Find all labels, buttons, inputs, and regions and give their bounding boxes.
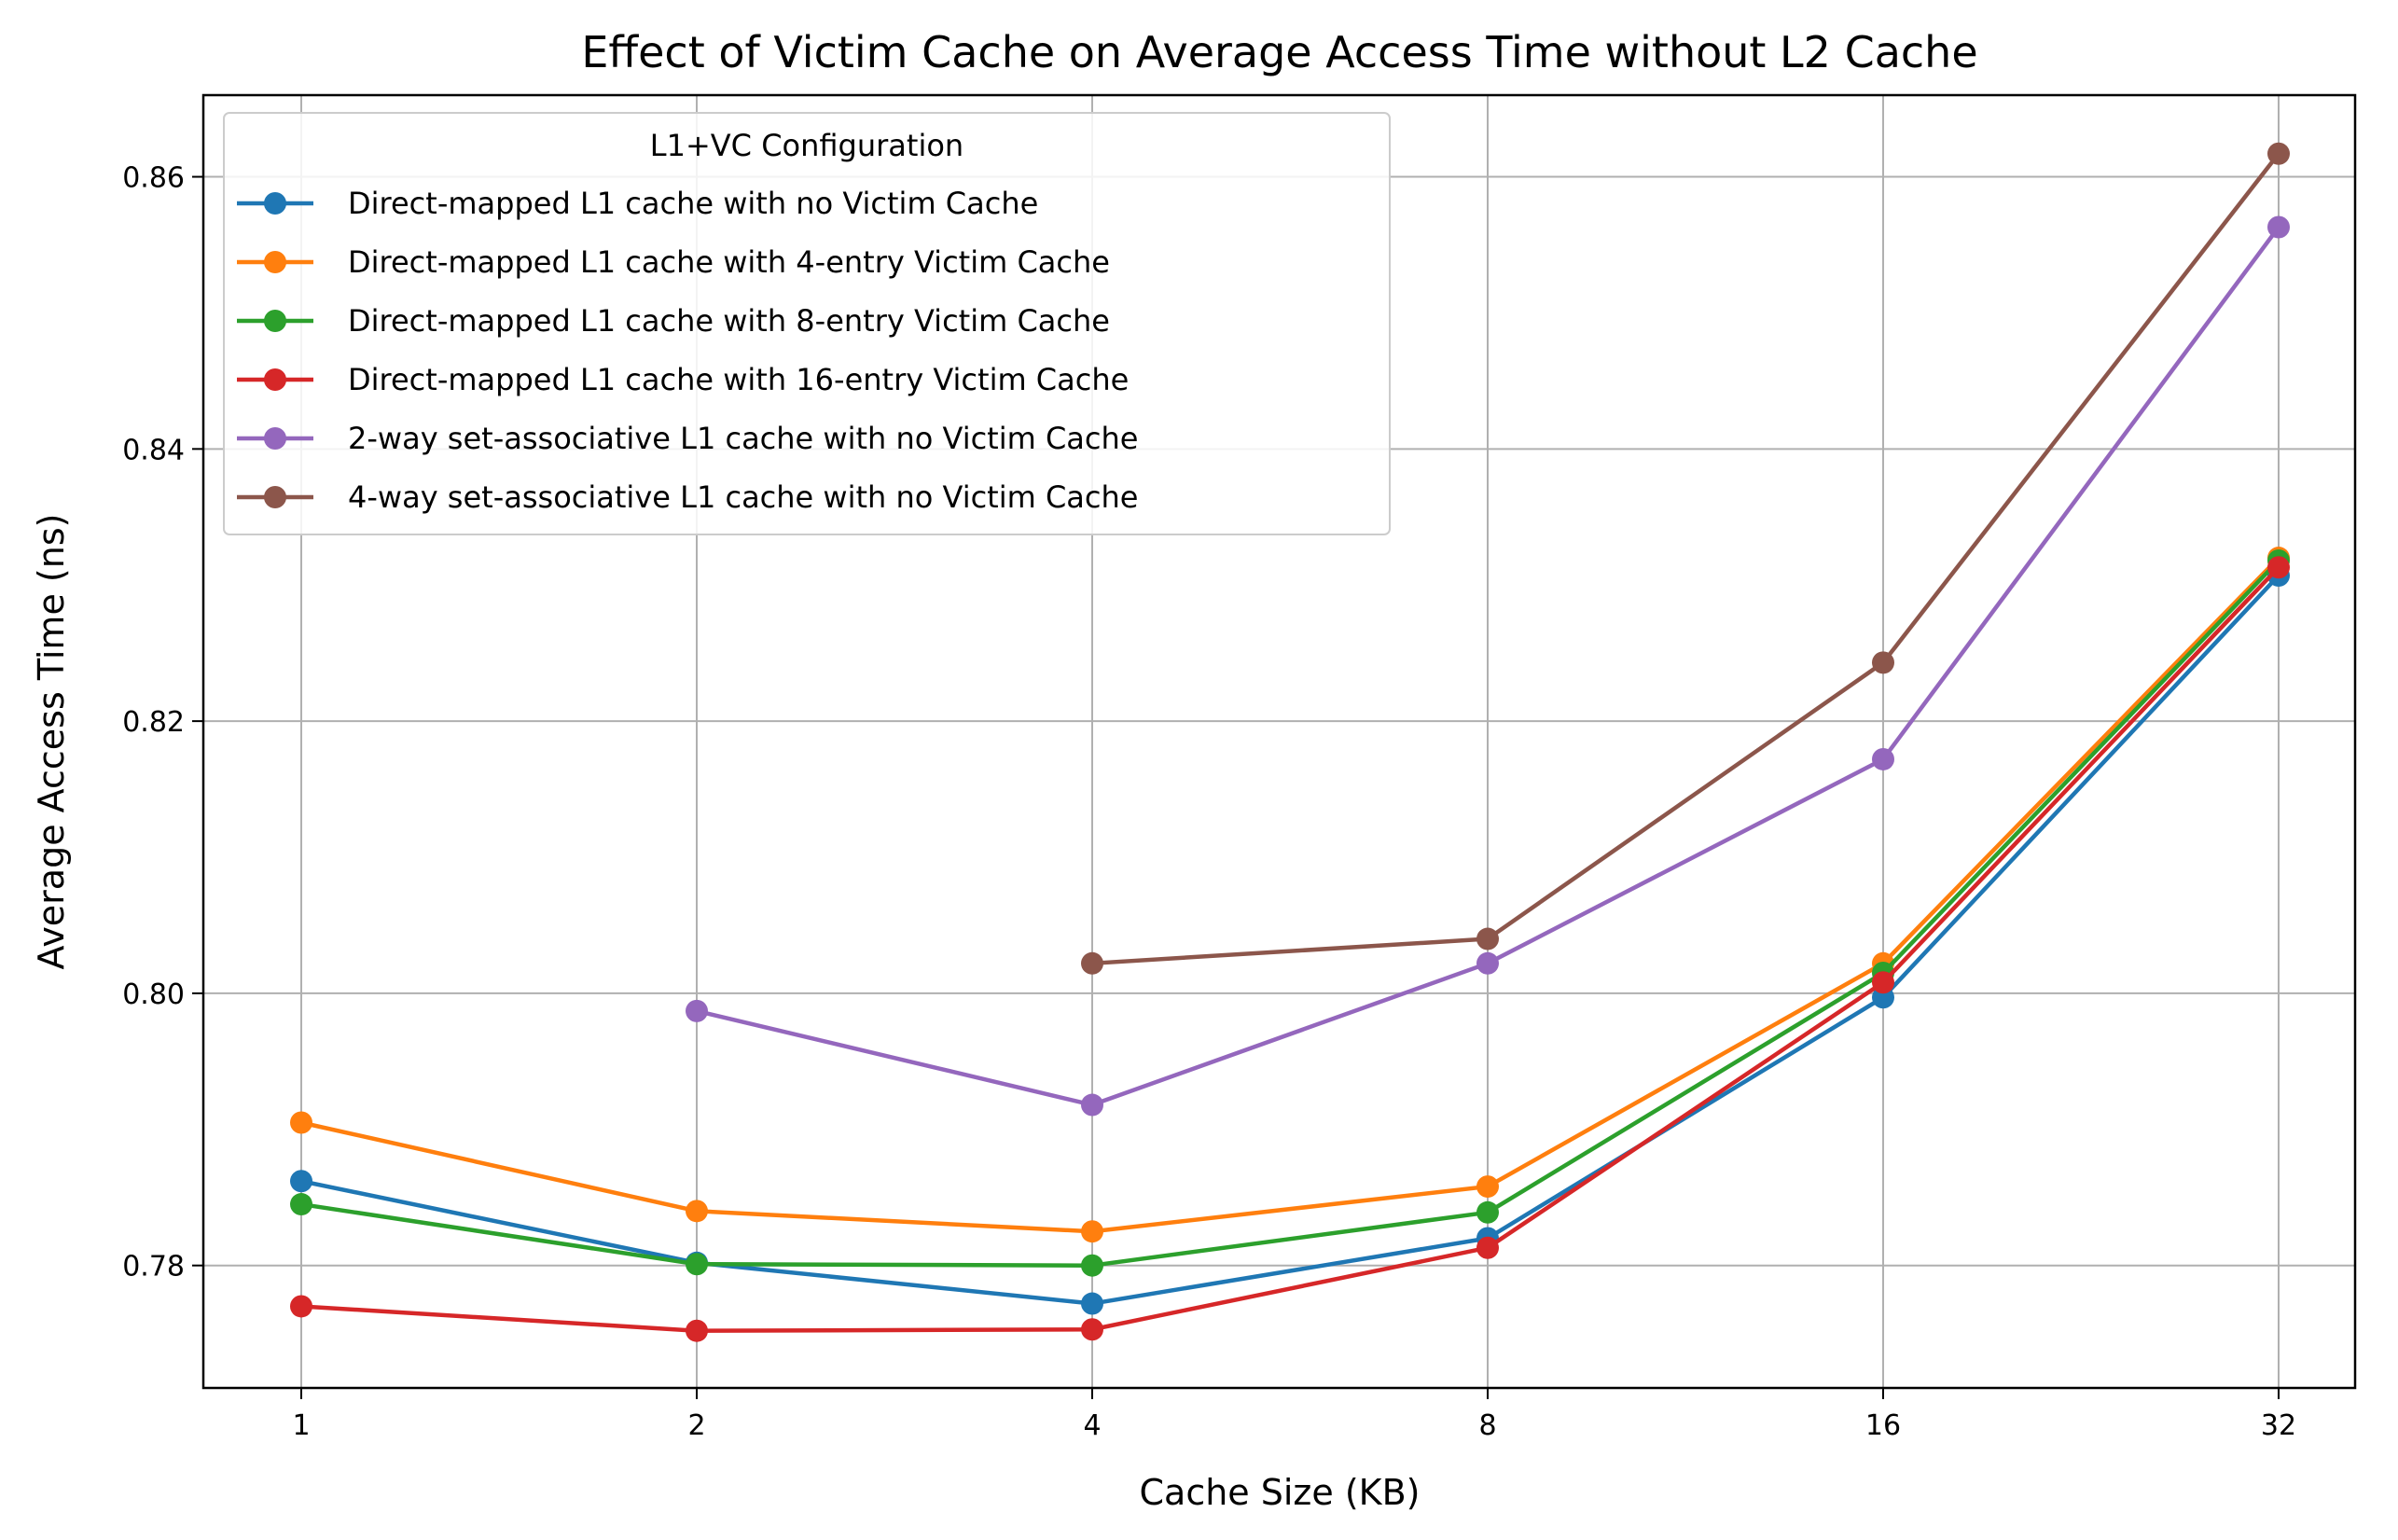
data-point <box>290 1295 312 1318</box>
legend-title: L1+VC Configuration <box>650 128 963 163</box>
series-line <box>1091 152 2280 966</box>
legend-entry: 2-way set-associative L1 cache with no V… <box>237 421 1138 456</box>
plot-area-frame <box>201 93 2357 1390</box>
legend-swatch-marker <box>264 427 286 450</box>
x-tick-label: 32 <box>2261 1409 2296 1442</box>
y-axis-ticks: 0.78 0.80 0.82 0.84 0.86 <box>122 162 203 1283</box>
series-line <box>300 565 2280 1333</box>
series-5 <box>686 215 2290 1117</box>
x-axis-label: Cache Size (KB) <box>1140 1472 1421 1513</box>
y-axis-label: Average Access Time (ns) <box>31 514 72 970</box>
series-4 <box>290 556 2290 1342</box>
series-line <box>300 574 2280 1306</box>
legend-label: Direct-mapped L1 cache with 4-entry Vict… <box>348 244 1110 280</box>
legend: L1+VC Configuration Direct-mapped L1 cac… <box>223 112 1391 535</box>
data-point <box>290 1111 312 1134</box>
data-point <box>1476 1236 1499 1259</box>
legend-label: Direct-mapped L1 cache with 8-entry Vict… <box>348 303 1110 339</box>
legend-label: Direct-mapped L1 cache with 16-entry Vic… <box>348 362 1129 397</box>
data-point <box>1872 651 1894 674</box>
data-point <box>1476 927 1499 950</box>
data-point <box>1476 1175 1499 1199</box>
data-point <box>290 1193 312 1216</box>
data-point <box>686 1253 708 1276</box>
series-line <box>300 559 2280 1268</box>
data-point <box>1081 1254 1103 1277</box>
series-2 <box>290 547 2290 1243</box>
series-layer <box>290 142 2290 1342</box>
data-point <box>2267 215 2290 239</box>
x-axis-ticks: 1 2 4 8 16 32 <box>292 1388 2296 1442</box>
legend-swatch-marker <box>264 251 286 273</box>
legend-swatch-marker <box>264 310 286 332</box>
legend-swatch-marker <box>264 486 286 508</box>
legend-entry: Direct-mapped L1 cache with no Victim Ca… <box>237 186 1038 221</box>
legend-swatch-marker <box>264 192 286 215</box>
data-point <box>290 1170 312 1193</box>
data-point <box>686 1200 708 1223</box>
data-point <box>1081 1318 1103 1341</box>
x-tick-label: 16 <box>1865 1409 1901 1442</box>
data-point <box>686 999 708 1022</box>
data-point <box>2267 142 2290 165</box>
legend-label: 4-way set-associative L1 cache with no V… <box>348 479 1138 515</box>
data-point <box>1081 1093 1103 1117</box>
legend-entry: Direct-mapped L1 cache with 4-entry Vict… <box>237 244 1110 280</box>
legend-box <box>223 112 1391 535</box>
y-tick-label: 0.80 <box>122 978 185 1011</box>
legend-entry: Direct-mapped L1 cache with 8-entry Vict… <box>237 303 1110 339</box>
data-point <box>2267 556 2290 579</box>
data-point <box>1476 951 1499 975</box>
x-tick-label: 8 <box>1478 1409 1496 1442</box>
legend-swatch-marker <box>264 368 286 391</box>
legend-label: 2-way set-associative L1 cache with no V… <box>348 421 1138 456</box>
legend-entry: 4-way set-associative L1 cache with no V… <box>237 479 1138 515</box>
y-tick-label: 0.86 <box>122 162 185 195</box>
x-tick-label: 1 <box>292 1409 310 1442</box>
data-point <box>1081 951 1103 975</box>
y-tick-label: 0.82 <box>122 706 185 739</box>
data-point <box>1872 971 1894 994</box>
legend-label: Direct-mapped L1 cache with no Victim Ca… <box>348 186 1038 221</box>
data-point <box>1081 1292 1103 1315</box>
data-point <box>1081 1220 1103 1243</box>
legend-entries: Direct-mapped L1 cache with no Victim Ca… <box>237 186 1138 515</box>
y-tick-label: 0.84 <box>122 434 185 466</box>
series-line <box>300 556 2280 1234</box>
x-tick-label: 4 <box>1083 1409 1101 1442</box>
legend-entry: Direct-mapped L1 cache with 16-entry Vic… <box>237 362 1129 397</box>
x-tick-label: 2 <box>687 1409 705 1442</box>
chart-title: Effect of Victim Cache on Average Access… <box>581 27 1977 77</box>
data-point <box>1476 1200 1499 1224</box>
data-point <box>686 1319 708 1342</box>
data-point <box>1872 747 1894 770</box>
series-6 <box>1081 142 2290 975</box>
y-tick-label: 0.78 <box>122 1251 185 1283</box>
